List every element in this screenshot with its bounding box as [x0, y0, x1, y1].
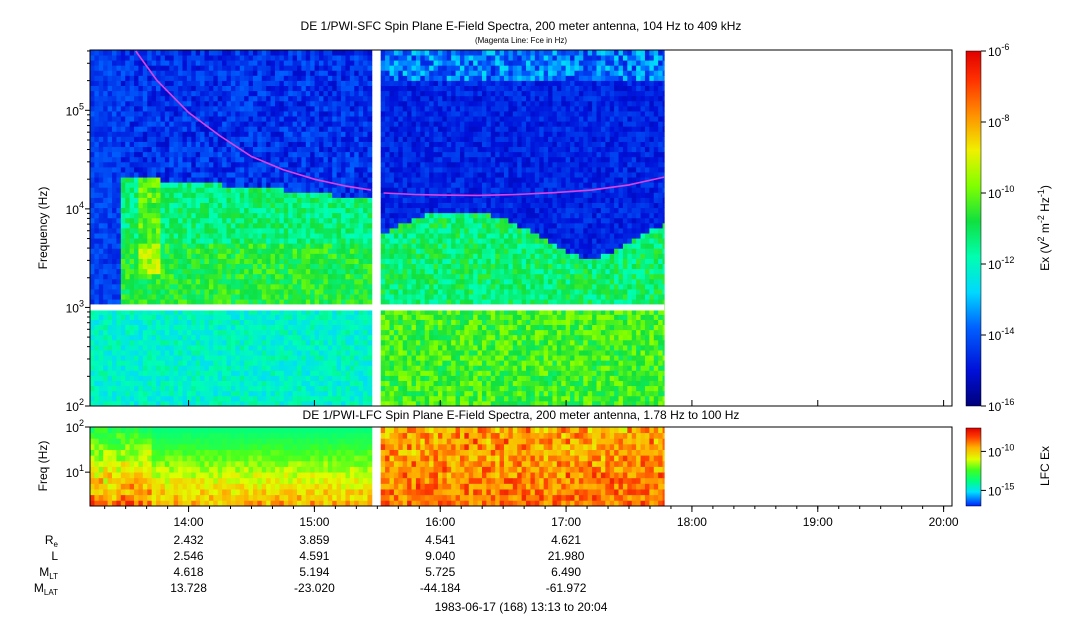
lfc-title: DE 1/PWI-LFC Spin Plane E-Field Spectra,…	[303, 408, 740, 422]
sfc-y-tick-label: 104	[66, 200, 84, 217]
ephemeris-value: 9.040	[425, 549, 455, 563]
time-tick-label: 17:00	[551, 515, 581, 529]
sfc-subtitle: (Magenta Line: Fce in Hz)	[475, 36, 567, 45]
sfc-title: DE 1/PWI-SFC Spin Plane E-Field Spectra,…	[301, 19, 742, 33]
sfc-colorbar-tick-label: 10-14	[988, 326, 1014, 343]
ephemeris-value: 13.728	[170, 581, 207, 595]
ephemeris-value: 5.725	[425, 565, 455, 579]
sfc-colorbar-label: Ex (V2 m-2 Hz-1)	[1036, 185, 1052, 271]
ephemeris-value: 4.541	[425, 533, 455, 547]
sfc-colorbar: 10-6 10-8 10-10 10-12 10-14 10-16 Ex (V2 m-2 …	[965, 42, 1052, 414]
ephemeris-value: -44.184	[420, 581, 461, 595]
lfc-y-label: Freq (Hz)	[36, 441, 50, 492]
time-tick-label: 15:00	[299, 515, 329, 529]
ephemeris-row-label: MLAT	[34, 581, 58, 597]
lfc-colorbar: 10-10 10-15 LFC Ex	[965, 427, 1052, 507]
ephemeris-value: -23.020	[294, 581, 335, 595]
sfc-colorbar-tick-label: 10-16	[988, 397, 1014, 414]
sfc-y-tick-label: 103	[66, 298, 84, 315]
sfc-colorbar-ticks: 10-6 10-8 10-10 10-12 10-14 10-16	[981, 42, 1014, 414]
time-tick-label: 20:00	[929, 515, 959, 529]
ephemeris-value: 2.546	[174, 549, 204, 563]
ephemeris-value: 5.194	[299, 565, 329, 579]
lfc-plot-frame	[89, 426, 953, 507]
ephemeris-row-label: L	[51, 549, 58, 563]
ephemeris-table: Re 2.432 3.859 4.541 4.621 L 2.546 4.591 9.040 21…	[34, 533, 587, 597]
sfc-colorbar-tick-label: 10-10	[988, 184, 1014, 201]
time-tick-label: 16:00	[425, 515, 455, 529]
lfc-y-tick-label: 102	[66, 418, 84, 435]
ephemeris-value: 2.432	[174, 533, 204, 547]
sfc-spectrogram-cells	[90, 50, 665, 407]
lfc-colorbar-ticks: 10-10 10-15	[981, 442, 1014, 498]
time-axis: 14:00 15:00 16:00 17:00 18:00 19:00 20:00	[104, 400, 959, 529]
time-tick-label: 18:00	[677, 515, 707, 529]
sfc-spectrogram-panel: 102 103 104 105 Frequency (Hz)	[36, 49, 953, 414]
sfc-y-tick-label: 105	[66, 101, 84, 118]
sfc-y-axis: 102 103 104 105	[66, 50, 90, 414]
lfc-y-tick-label: 101	[66, 463, 84, 480]
fce-line-segment-1	[135, 50, 372, 191]
fce-line-segment-2	[383, 176, 665, 197]
lfc-colorbar-label: LFC Ex	[1038, 446, 1052, 486]
sfc-y-label: Frequency (Hz)	[36, 187, 50, 270]
ephemeris-row-label: MLT	[39, 565, 58, 581]
lfc-y-axis: 102 101	[66, 418, 90, 480]
ephemeris-value: 4.621	[551, 533, 581, 547]
time-tick-label: 14:00	[174, 515, 204, 529]
lfc-colorbar-tick-label: 10-15	[988, 481, 1014, 498]
ephemeris-value: 21.980	[548, 549, 585, 563]
sfc-y-tick-label: 102	[66, 397, 84, 414]
ephemeris-value: 4.618	[174, 565, 204, 579]
ephemeris-value: 3.859	[299, 533, 329, 547]
sfc-colorbar-tick-label: 10-6	[988, 42, 1009, 59]
ephemeris-row-label: Re	[45, 533, 59, 549]
lfc-spectrogram-panel: 102 101 Freq (Hz)	[36, 418, 953, 507]
lfc-colorbar-tick-label: 10-10	[988, 442, 1014, 459]
ephemeris-value: -61.972	[546, 581, 587, 595]
time-tick-label: 19:00	[803, 515, 833, 529]
ephemeris-value: 6.490	[551, 565, 581, 579]
lfc-spectrogram-cells	[90, 427, 665, 507]
ephemeris-value: 4.591	[299, 549, 329, 563]
time-range-footer: 1983-06-17 (168) 13:13 to 20:04	[435, 600, 608, 614]
fce-magenta-line	[135, 50, 665, 197]
sfc-colorbar-tick-label: 10-12	[988, 255, 1014, 272]
sfc-colorbar-tick-label: 10-8	[988, 113, 1009, 130]
sfc-plot-frame	[89, 49, 953, 407]
